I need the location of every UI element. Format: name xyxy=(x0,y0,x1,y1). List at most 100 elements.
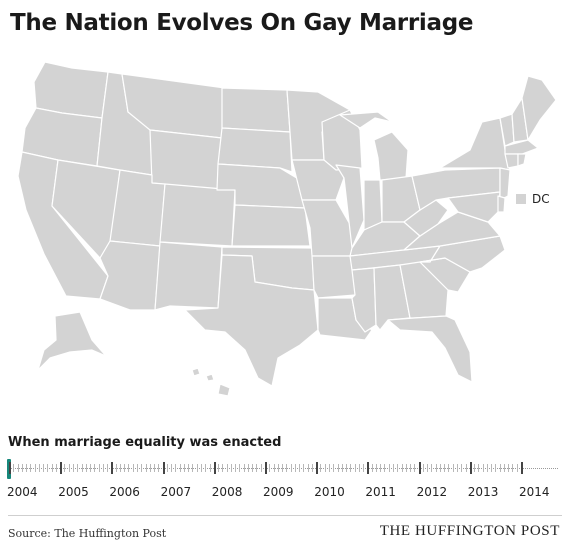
timeline-tick-2008[interactable] xyxy=(213,462,216,474)
timeline-tick-2014[interactable] xyxy=(521,462,523,474)
state-illinois[interactable] xyxy=(335,164,365,249)
timeline-minor-tick xyxy=(55,464,57,472)
timeline-minor-tick xyxy=(311,464,313,472)
page-title: The Nation Evolves On Gay Marriage xyxy=(10,10,474,36)
state-indiana[interactable] xyxy=(363,179,383,231)
timeline-minor-tick xyxy=(503,464,505,472)
timeline-year-label[interactable]: 2012 xyxy=(416,485,448,499)
timeline-minor-tick xyxy=(137,464,138,472)
timeline-minor-tick xyxy=(286,464,288,472)
timeline-minor-tick xyxy=(435,464,437,472)
timeline-minor-tick xyxy=(388,464,390,472)
state-alaska[interactable] xyxy=(37,311,107,371)
timeline-tick-2010[interactable] xyxy=(316,462,319,474)
timeline-minor-tick xyxy=(341,464,343,472)
state-north-dakota[interactable] xyxy=(221,87,291,133)
timeline-minor-tick xyxy=(290,464,292,472)
timeline-year-label[interactable]: 2004 xyxy=(7,485,38,499)
timeline-minor-tick xyxy=(38,464,40,472)
timeline-minor-tick xyxy=(64,464,66,472)
timeline-tick-2011[interactable] xyxy=(367,462,370,474)
state-massachusetts[interactable] xyxy=(504,139,539,155)
timeline-minor-tick xyxy=(43,464,45,472)
state-wyoming[interactable] xyxy=(149,129,223,191)
timeline-tick-2012[interactable] xyxy=(418,462,421,474)
state-florida[interactable] xyxy=(387,315,473,383)
timeline-tick-2007[interactable] xyxy=(162,462,165,474)
state-texas[interactable] xyxy=(184,254,319,387)
timeline-year-label[interactable]: 2008 xyxy=(211,485,243,499)
timeline-minor-tick xyxy=(192,464,194,472)
timeline-tick-2009[interactable] xyxy=(265,462,267,474)
timeline-minor-tick xyxy=(346,464,348,472)
state-wisconsin[interactable] xyxy=(321,109,363,171)
timeline-minor-tick xyxy=(324,464,326,472)
timeline-tick-2013[interactable] xyxy=(469,462,472,474)
timeline-minor-tick xyxy=(491,464,493,472)
timeline-minor-tick xyxy=(154,464,156,472)
timeline-minor-tick xyxy=(256,464,258,472)
timeline-year-label[interactable]: 2007 xyxy=(160,485,192,499)
timeline-minor-tick xyxy=(282,464,284,472)
timeline-minor-tick xyxy=(444,464,446,472)
timeline-minor-tick xyxy=(350,464,352,472)
timeline-minor-tick xyxy=(13,464,15,472)
timeline-year-label[interactable]: 2014 xyxy=(519,485,550,499)
timeline-minor-tick xyxy=(380,464,382,472)
timeline-minor-tick xyxy=(461,464,463,472)
timeline-tick-2006[interactable] xyxy=(111,462,114,474)
timeline-minor-tick xyxy=(141,464,143,472)
timeline-minor-tick xyxy=(196,464,198,472)
state-colorado[interactable] xyxy=(159,183,236,247)
timeline-minor-tick xyxy=(405,464,407,472)
timeline-year-label[interactable]: 2009 xyxy=(263,485,294,499)
timeline-minor-tick xyxy=(247,464,249,472)
state-connecticut[interactable] xyxy=(504,153,519,169)
timeline-year-label[interactable]: 2010 xyxy=(314,485,345,499)
timeline-tick-2004[interactable] xyxy=(9,462,11,474)
timeline-minor-tick xyxy=(457,464,458,472)
timeline-minor-tick xyxy=(149,464,151,472)
timeline-minor-tick xyxy=(158,464,160,472)
timeline-minor-tick xyxy=(299,464,301,472)
timeline-minor-tick xyxy=(393,464,394,472)
timeline-minor-tick xyxy=(179,464,181,472)
timeline-year-label[interactable]: 2013 xyxy=(467,485,499,499)
timeline-minor-tick xyxy=(512,464,514,472)
timeline-minor-tick xyxy=(422,464,424,472)
dc-swatch[interactable] xyxy=(516,194,526,204)
state-new-mexico[interactable] xyxy=(154,241,223,311)
timeline-minor-tick xyxy=(474,464,476,472)
timeline-minor-tick xyxy=(235,464,237,472)
state-hawaii[interactable] xyxy=(191,367,231,397)
state-new-jersey[interactable] xyxy=(499,167,511,201)
timeline-minor-tick xyxy=(90,464,92,472)
timeline-year-label[interactable]: 2006 xyxy=(109,485,140,499)
timeline-minor-tick xyxy=(145,464,147,472)
timeline-minor-tick xyxy=(452,464,454,472)
state-rhode-island[interactable] xyxy=(517,153,527,167)
timeline-minor-tick xyxy=(439,464,441,472)
state-maine[interactable] xyxy=(521,75,557,141)
timeline-year-label[interactable]: 2011 xyxy=(365,485,396,499)
state-kansas[interactable] xyxy=(231,204,311,247)
timeline-minor-tick xyxy=(21,464,23,472)
state-maryland[interactable] xyxy=(447,191,501,223)
timeline-minor-tick xyxy=(371,464,373,472)
source-credit: Source: The Huffington Post xyxy=(8,527,167,540)
timeline-year-label[interactable]: 2005 xyxy=(58,485,89,499)
timeline-minor-tick xyxy=(51,464,53,472)
year-timeline-slider[interactable]: 2004 2005 2006 2007 2008 2009 2010 2011 2012 2013… xyxy=(0,455,570,505)
state-south-dakota[interactable] xyxy=(217,127,293,173)
timeline-minor-tick xyxy=(260,464,262,472)
timeline-minor-tick xyxy=(47,464,49,472)
state-delaware[interactable] xyxy=(497,195,506,213)
timeline-minor-tick xyxy=(119,464,121,472)
timeline-tick-2005[interactable] xyxy=(60,462,63,474)
timeline-minor-tick xyxy=(427,464,429,472)
timeline-minor-tick xyxy=(495,464,497,472)
state-arizona[interactable] xyxy=(99,240,161,311)
timeline-minor-tick xyxy=(205,464,207,472)
state-new-york[interactable] xyxy=(439,117,511,171)
timeline-minor-tick xyxy=(166,464,168,472)
